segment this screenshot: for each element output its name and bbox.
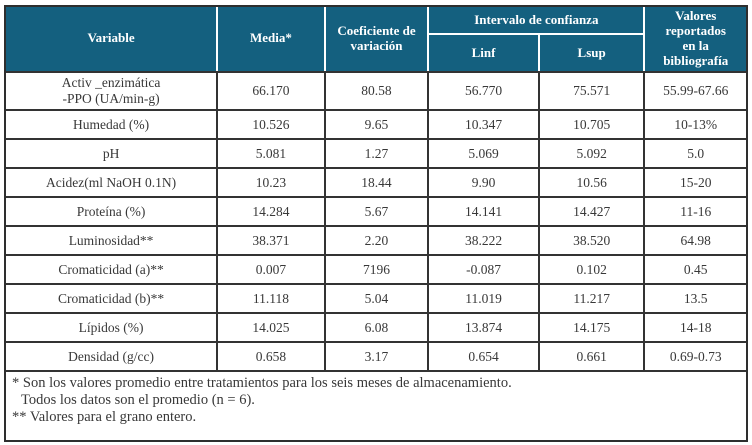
header-coeficiente-variacion: Coeficiente de variación: [325, 7, 430, 71]
cell-linf: 13.874: [429, 312, 540, 342]
table-row: Cromaticidad (a)** 0.007 7196 -0.087 0.1…: [6, 254, 746, 284]
cell-media: 5.081: [218, 138, 326, 168]
cell-media: 11.118: [218, 283, 326, 313]
cell-ref: 11-16: [645, 196, 746, 225]
cell-linf: -0.087: [429, 254, 540, 284]
cell-cv: 80.58: [325, 70, 430, 110]
cell-ref: 10-13%: [645, 109, 746, 138]
table-row: Luminosidad** 38.371 2.20 38.222 38.520 …: [6, 225, 746, 255]
header-variable: Variable: [6, 7, 219, 71]
cell-ref: 14-18: [645, 312, 746, 341]
cell-variable: pH: [6, 138, 219, 168]
cell-lsup: 10.56: [539, 167, 646, 197]
header-media: Media*: [218, 7, 326, 71]
cell-ref: 64.98: [645, 225, 746, 254]
cell-ref: 0.45: [645, 254, 746, 283]
cell-media: 14.025: [218, 312, 326, 342]
table-row: Activ _enzimática -PPO (UA/min-g) 66.170…: [6, 70, 746, 110]
cell-variable: Humedad (%): [6, 109, 219, 139]
data-table: Variable Media* Coeficiente de variación…: [6, 7, 746, 371]
cell-ref: 13.5: [645, 283, 746, 312]
cell-cv: 6.08: [325, 312, 430, 342]
cell-variable: Densidad (g/cc): [6, 341, 219, 371]
table-row: Proteína (%) 14.284 5.67 14.141 14.427 1…: [6, 196, 746, 226]
cell-media: 10.526: [218, 109, 326, 139]
header-lsup: Lsup: [539, 35, 646, 71]
cell-linf: 0.654: [429, 341, 540, 371]
cell-variable: Lípidos (%): [6, 312, 219, 342]
table-row: pH 5.081 1.27 5.069 5.092 5.0: [6, 138, 746, 168]
cell-variable: Activ _enzimática -PPO (UA/min-g): [6, 70, 219, 110]
table-row: Acidez(ml NaOH 0.1N) 10.23 18.44 9.90 10…: [6, 167, 746, 197]
header-valores-bibliografia: Valores reportados en la bibliografía: [645, 7, 746, 71]
cell-linf: 11.019: [429, 283, 540, 313]
cell-cv: 2.20: [325, 225, 430, 255]
cell-media: 66.170: [218, 70, 326, 110]
cell-variable: Acidez(ml NaOH 0.1N): [6, 167, 219, 197]
table-row: Cromaticidad (b)** 11.118 5.04 11.019 11…: [6, 283, 746, 313]
table-body: Activ _enzimática -PPO (UA/min-g) 66.170…: [6, 70, 746, 371]
cell-media: 38.371: [218, 225, 326, 255]
statistics-table: Variable Media* Coeficiente de variación…: [4, 5, 748, 442]
cell-ref: 5.0: [645, 138, 746, 167]
cell-cv: 9.65: [325, 109, 430, 139]
cell-cv: 3.17: [325, 341, 430, 371]
cell-cv: 5.67: [325, 196, 430, 226]
footnote-whole-grain: ** Valores para el grano entero.: [12, 409, 197, 426]
footnote-n: Todos los datos son el promedio (n = 6).: [21, 392, 255, 409]
header-linf: Linf: [429, 35, 540, 71]
cell-lsup: 10.705: [539, 109, 646, 139]
table-footnotes: * Son los valores promedio entre tratami…: [6, 370, 746, 430]
cell-lsup: 0.102: [539, 254, 646, 284]
cell-ref: 55.99-67.66: [645, 70, 746, 109]
header-intervalo-confianza: Intervalo de confianza: [429, 7, 646, 36]
cell-linf: 5.069: [429, 138, 540, 168]
cell-media: 10.23: [218, 167, 326, 197]
cell-media: 0.658: [218, 341, 326, 371]
table-row: Humedad (%) 10.526 9.65 10.347 10.705 10…: [6, 109, 746, 139]
cell-lsup: 11.217: [539, 283, 646, 313]
cell-lsup: 14.175: [539, 312, 646, 342]
cell-cv: 18.44: [325, 167, 430, 197]
cell-variable: Cromaticidad (a)**: [6, 254, 219, 284]
cell-media: 14.284: [218, 196, 326, 226]
cell-lsup: 75.571: [539, 70, 646, 110]
cell-ref: 0.69-0.73: [645, 341, 746, 370]
cell-cv: 1.27: [325, 138, 430, 168]
footnote-averages: * Son los valores promedio entre tratami…: [12, 375, 512, 392]
table-row: Densidad (g/cc) 0.658 3.17 0.654 0.661 0…: [6, 341, 746, 371]
cell-lsup: 14.427: [539, 196, 646, 226]
cell-lsup: 5.092: [539, 138, 646, 168]
cell-linf: 38.222: [429, 225, 540, 255]
cell-variable: Proteína (%): [6, 196, 219, 226]
cell-linf: 9.90: [429, 167, 540, 197]
cell-lsup: 0.661: [539, 341, 646, 371]
cell-cv: 7196: [325, 254, 430, 284]
cell-cv: 5.04: [325, 283, 430, 313]
table-header: Variable Media* Coeficiente de variación…: [6, 7, 746, 71]
cell-media: 0.007: [218, 254, 326, 284]
cell-lsup: 38.520: [539, 225, 646, 255]
cell-variable: Luminosidad**: [6, 225, 219, 255]
cell-linf: 56.770: [429, 70, 540, 110]
table-row: Lípidos (%) 14.025 6.08 13.874 14.175 14…: [6, 312, 746, 342]
cell-linf: 10.347: [429, 109, 540, 139]
cell-ref: 15-20: [645, 167, 746, 196]
cell-linf: 14.141: [429, 196, 540, 226]
cell-variable: Cromaticidad (b)**: [6, 283, 219, 313]
